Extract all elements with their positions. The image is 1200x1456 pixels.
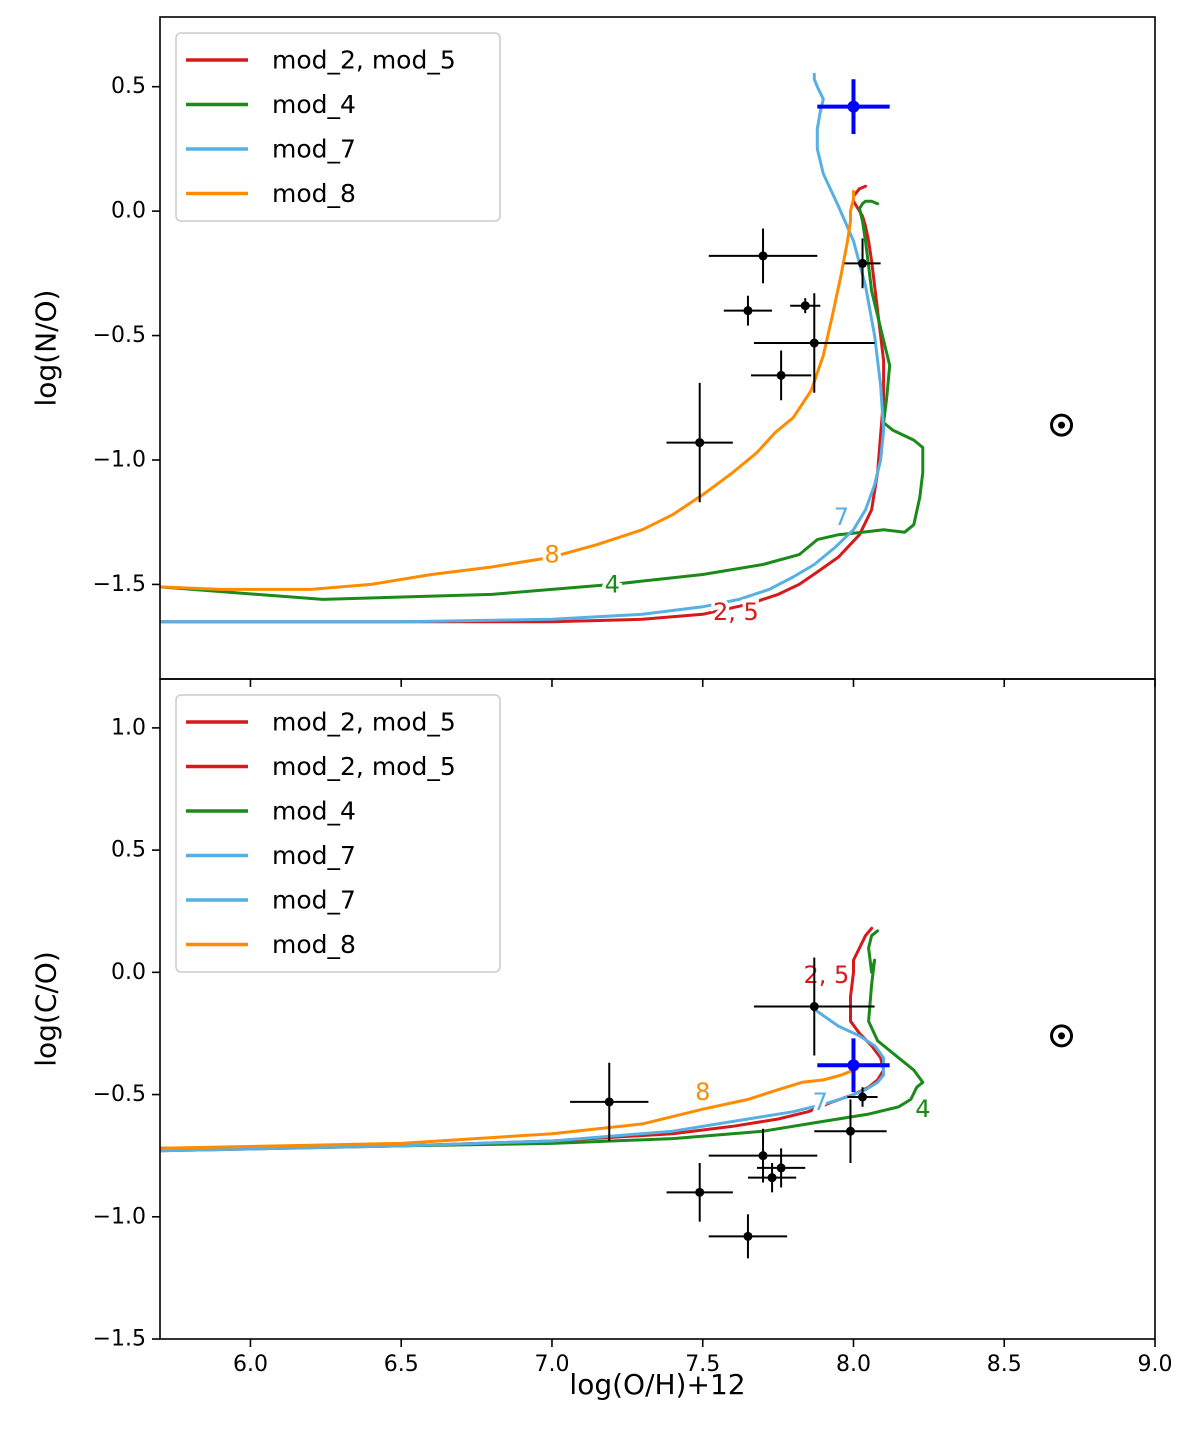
data-point bbox=[858, 258, 868, 268]
y-tick-label: −0.5 bbox=[93, 1082, 146, 1107]
data-point bbox=[743, 306, 753, 316]
legend-label: mod_4 bbox=[272, 797, 356, 826]
legend-label: mod_2, mod_5 bbox=[272, 46, 456, 75]
legend-label: mod_4 bbox=[272, 90, 356, 119]
highlight-point bbox=[847, 1059, 860, 1072]
y-tick-label: 1.0 bbox=[111, 715, 146, 740]
data-point bbox=[695, 1187, 705, 1197]
series-line-mod-2-mod-5 bbox=[160, 926, 886, 1153]
series-line-mod-8 bbox=[160, 1068, 855, 1150]
legend-box bbox=[175, 694, 501, 973]
x-tick-label: 8.5 bbox=[987, 1352, 1022, 1377]
curve-label: 2, 5 bbox=[713, 598, 759, 626]
solar-marker-ring bbox=[1050, 413, 1074, 437]
panel-n-o: 8 4 2, 5 7 0.5 0.0 −0.5 −1.0 −1.5 log(N/O) mod_2, … bbox=[30, 16, 1156, 687]
curve-label: 8 bbox=[544, 541, 559, 569]
data-point bbox=[776, 370, 786, 380]
y-tick-label: −1.0 bbox=[93, 447, 146, 472]
x-tick-label: 7.0 bbox=[534, 1352, 569, 1377]
plot-frame bbox=[159, 678, 1156, 1340]
curve-label: 4 bbox=[605, 570, 620, 598]
legend-label: mod_2, mod_5 bbox=[272, 752, 456, 781]
y-tick-label: −1.5 bbox=[93, 572, 146, 597]
series-line-mod-7 bbox=[160, 1009, 886, 1153]
legend-label: mod_7 bbox=[272, 135, 356, 164]
legend-label: mod_7 bbox=[272, 841, 356, 870]
data-point bbox=[604, 1097, 614, 1107]
data-point bbox=[845, 1126, 855, 1136]
y-tick-label: −1.0 bbox=[93, 1204, 146, 1229]
legend-label: mod_7 bbox=[272, 886, 356, 915]
y-axis-label: log(C/O) bbox=[30, 951, 63, 1067]
y-tick-label: 0.5 bbox=[111, 74, 146, 99]
x-tick-label: 6.5 bbox=[384, 1352, 419, 1377]
x-tick-label: 6.0 bbox=[233, 1352, 268, 1377]
data-point bbox=[758, 251, 768, 261]
curve-label: 7 bbox=[813, 1088, 828, 1116]
curve-label: 8 bbox=[695, 1078, 710, 1106]
x-tick-label: 7.5 bbox=[685, 1352, 720, 1377]
legend-label: mod_8 bbox=[272, 930, 356, 959]
x-axis-label: log(O/H)+12 bbox=[569, 1368, 745, 1401]
data-point bbox=[743, 1231, 753, 1241]
series-line-mod-7 bbox=[160, 72, 886, 624]
data-point bbox=[809, 1002, 819, 1012]
series-line-mod-2-mod-5 bbox=[160, 184, 886, 624]
curve-label: 7 bbox=[834, 503, 849, 531]
series-line-mod-8 bbox=[160, 189, 855, 591]
legend-box bbox=[175, 32, 501, 222]
legend-label: mod_2, mod_5 bbox=[272, 708, 456, 737]
curve-label: 2, 5 bbox=[803, 961, 849, 989]
y-tick-label: 0.5 bbox=[111, 838, 146, 863]
solar-marker-ring bbox=[1050, 1024, 1074, 1048]
y-tick-label: −0.5 bbox=[93, 323, 146, 348]
x-tick-label: 8.0 bbox=[836, 1352, 871, 1377]
data-point bbox=[758, 1151, 768, 1161]
data-point bbox=[800, 301, 810, 311]
data-point bbox=[767, 1173, 777, 1183]
data-point bbox=[776, 1163, 786, 1173]
legend: mod_2, mod_5 mod_2, mod_5 mod_4 mod_7 mod_7m… bbox=[175, 694, 501, 973]
curve-label: 4 bbox=[915, 1095, 930, 1123]
curves bbox=[160, 926, 925, 1153]
observations bbox=[570, 957, 887, 1259]
legend: mod_2, mod_5 mod_4 mod_7 mod_8 bbox=[175, 32, 501, 222]
y-tick-label: 0.0 bbox=[111, 199, 146, 224]
y-axis-label: log(N/O) bbox=[30, 290, 63, 407]
y-tick-label: −1.5 bbox=[93, 1327, 146, 1352]
y-tick-label: 0.0 bbox=[111, 960, 146, 985]
data-point bbox=[858, 1092, 868, 1102]
highlight-point bbox=[847, 100, 860, 113]
series-line-mod-4 bbox=[160, 929, 925, 1150]
curves bbox=[160, 72, 925, 624]
data-point bbox=[695, 438, 705, 448]
x-tick-label: 9.0 bbox=[1138, 1352, 1173, 1377]
data-point bbox=[809, 338, 819, 348]
solar-marker-dot bbox=[1058, 421, 1066, 429]
observations bbox=[666, 228, 881, 503]
panel-c-o: 2, 5 8 7 4 1.0 0.5 0.0 −0.5 −1.0 −1.5 6.0 6.5 7.0 7.5… bbox=[30, 678, 1173, 1401]
series-line-mod-4 bbox=[160, 199, 925, 601]
solar-marker-dot bbox=[1058, 1032, 1066, 1040]
legend-label: mod_8 bbox=[272, 179, 356, 208]
